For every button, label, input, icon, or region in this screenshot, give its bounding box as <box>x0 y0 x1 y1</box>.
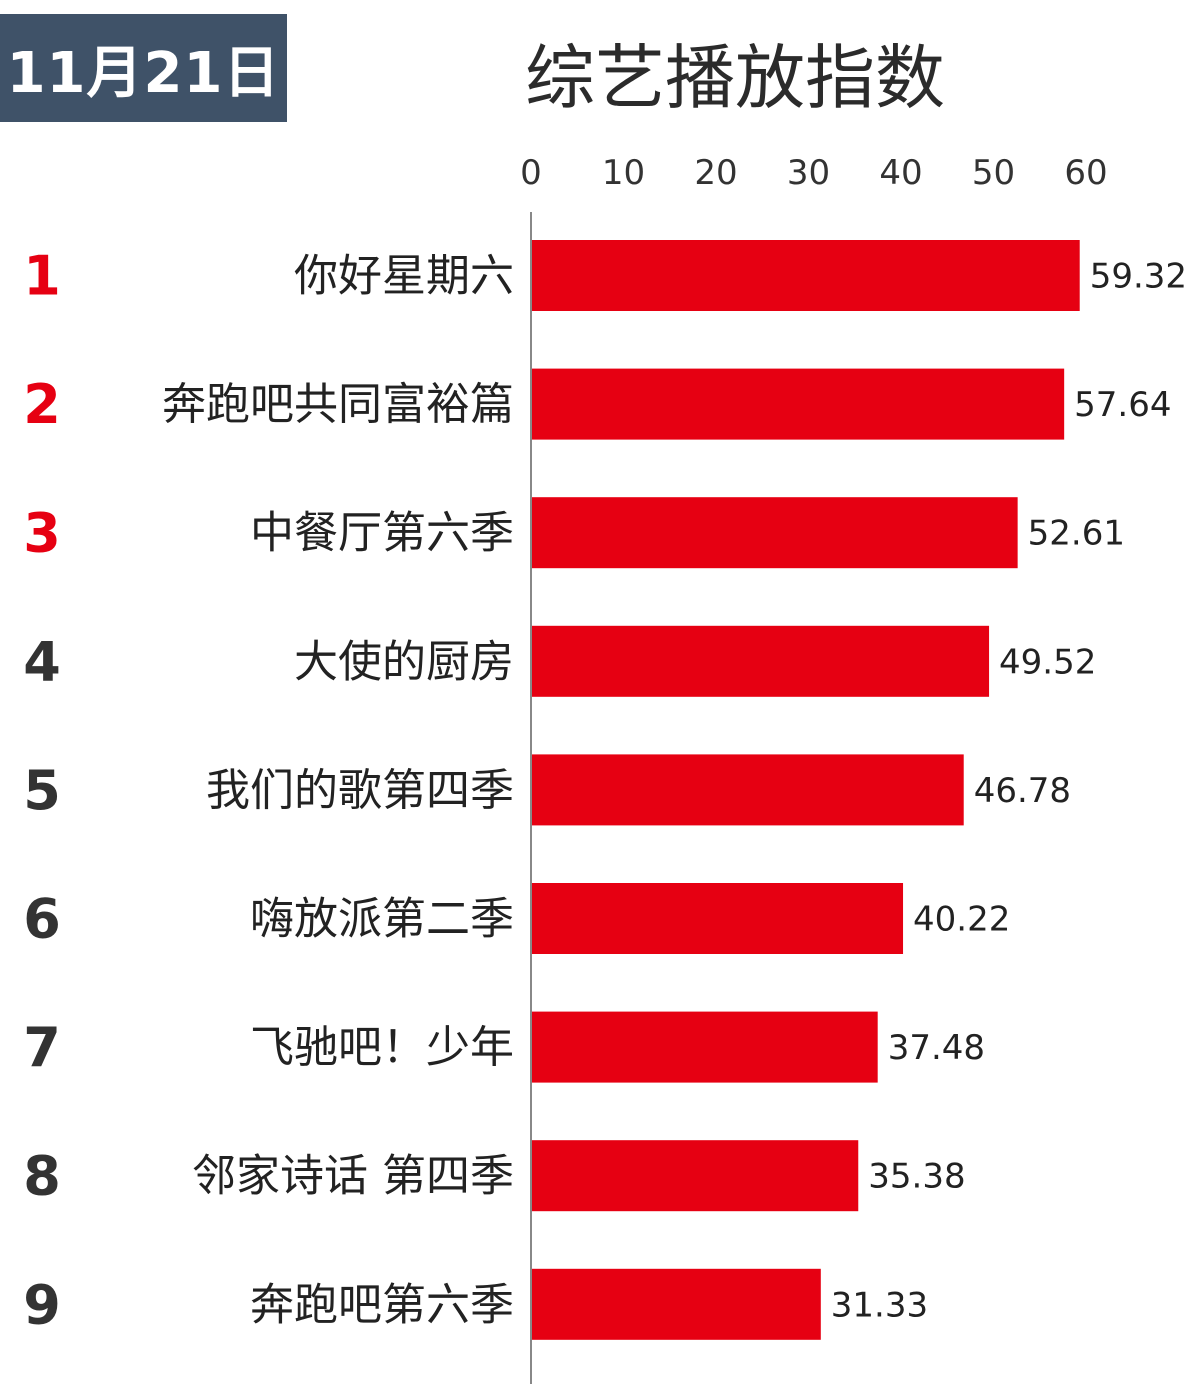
x-tick-label: 60 <box>1064 153 1107 193</box>
x-tick-label: 20 <box>694 153 737 193</box>
rank-number: 3 <box>23 502 61 565</box>
chart-rows: 1 你好星期六 59.32 2 奔跑吧共同富裕篇 57.64 3 中餐厅第六季 52.61 4 大使… <box>23 240 1187 1340</box>
value-label: 31.33 <box>831 1285 928 1325</box>
value-label: 49.52 <box>999 642 1096 682</box>
bar <box>532 883 904 954</box>
bar <box>532 1011 878 1083</box>
category-label: 嗨放派第二季 <box>250 894 514 945</box>
x-tick-label: 0 <box>520 153 542 193</box>
bar <box>532 1268 821 1340</box>
x-tick-label: 10 <box>602 153 645 193</box>
value-label: 46.78 <box>974 771 1071 811</box>
value-label: 59.32 <box>1090 257 1187 297</box>
date-label: 11月21日 <box>6 40 281 106</box>
bar <box>532 625 990 697</box>
category-label: 飞驰吧！少年 <box>250 1022 514 1073</box>
rank-number: 8 <box>23 1145 61 1208</box>
bar <box>532 754 964 826</box>
value-label: 37.48 <box>888 1028 985 1068</box>
rank-number: 7 <box>23 1016 61 1079</box>
category-label: 大使的厨房 <box>294 636 514 687</box>
x-tick-label: 50 <box>972 153 1015 193</box>
category-label: 你好星期六 <box>294 251 514 302</box>
bar <box>532 240 1080 311</box>
chart-title: 综艺播放指数 <box>525 37 945 119</box>
value-label: 52.61 <box>1028 514 1125 554</box>
x-tick-label: 30 <box>787 153 830 193</box>
value-label: 57.64 <box>1074 385 1171 425</box>
rank-number: 6 <box>23 888 61 951</box>
rank-number: 1 <box>23 245 61 308</box>
rank-number: 2 <box>23 373 61 436</box>
category-label: 我们的歌第四季 <box>206 765 514 816</box>
category-label: 中餐厅第六季 <box>250 508 514 559</box>
x-axis-ticks: 0 10 20 30 40 50 60 <box>520 153 1107 193</box>
category-label: 奔跑吧共同富裕篇 <box>162 379 514 430</box>
bar <box>532 368 1065 440</box>
value-label: 40.22 <box>913 900 1010 940</box>
category-label: 奔跑吧第六季 <box>250 1279 514 1330</box>
bar <box>532 1140 859 1212</box>
rank-number: 9 <box>23 1273 61 1336</box>
category-label: 邻家诗话 第四季 <box>192 1151 514 1202</box>
rank-number: 4 <box>23 630 61 693</box>
bar <box>532 497 1018 569</box>
x-tick-label: 40 <box>879 153 922 193</box>
rank-number: 5 <box>23 759 61 822</box>
date-badge: 11月21日 <box>0 14 287 122</box>
value-label: 35.38 <box>868 1157 965 1197</box>
